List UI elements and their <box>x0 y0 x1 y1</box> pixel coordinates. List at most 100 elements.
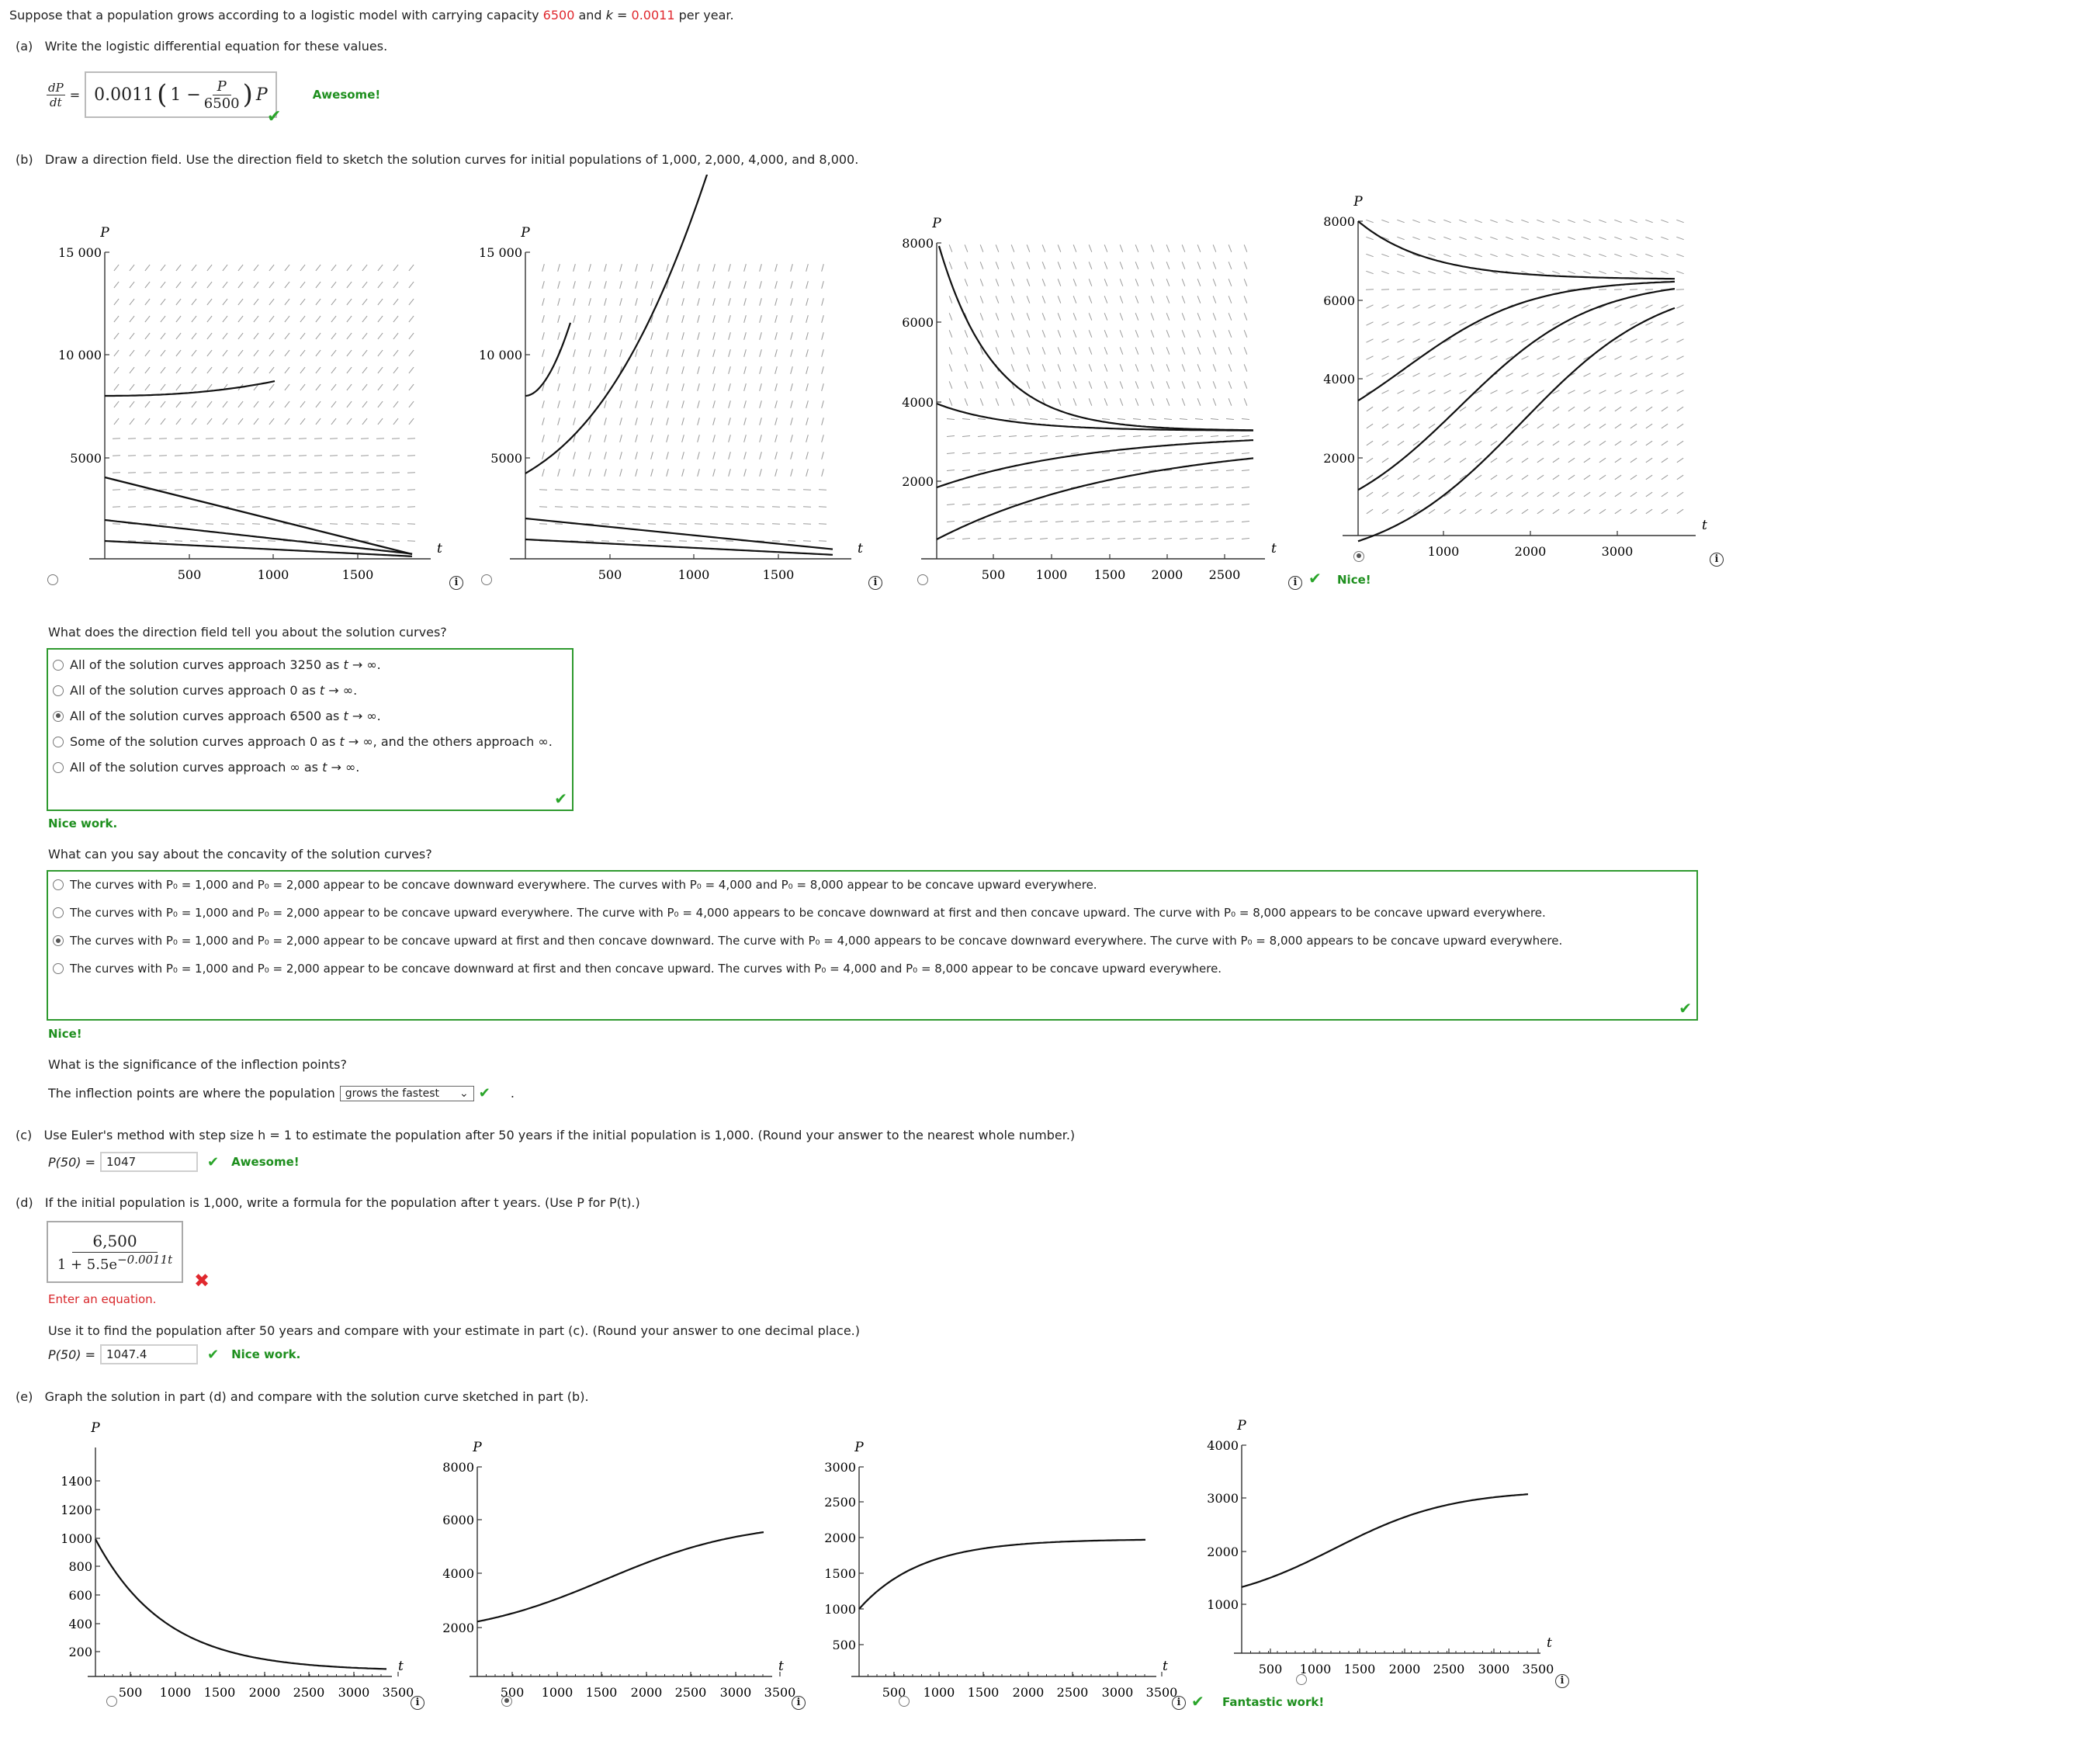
slope-mark <box>1490 508 1498 515</box>
q1-option-4[interactable]: Some of the solution curves approach 0 a… <box>53 734 572 749</box>
slope-mark <box>1150 398 1155 406</box>
slope-mark <box>1676 508 1684 515</box>
x-tick-label: 1500 <box>1344 1662 1376 1676</box>
slope-mark <box>377 315 383 323</box>
slope-mark <box>1552 338 1560 343</box>
info-icon[interactable]: i <box>1288 576 1302 590</box>
y-axis-label: P <box>1236 1418 1246 1434</box>
slope-mark <box>821 418 824 425</box>
slope-mark <box>1428 406 1436 412</box>
solution-graph-2-radio[interactable] <box>501 1695 513 1707</box>
q2-option-3[interactable]: The curves with P₀ = 1,000 and P₀ = 2,00… <box>53 934 1696 948</box>
slope-mark <box>315 383 321 391</box>
slope-mark <box>1041 313 1046 321</box>
x-tick-label: 500 <box>119 1685 143 1700</box>
slope-mark <box>300 264 306 272</box>
info-icon[interactable]: i <box>868 576 882 590</box>
info-icon[interactable]: i <box>1710 553 1724 567</box>
radio-button[interactable] <box>53 761 64 773</box>
q1-option-5[interactable]: All of the solution curves approach ∞ as… <box>53 760 572 775</box>
slope-mark <box>1088 296 1093 303</box>
slope-mark <box>1381 390 1389 394</box>
slope-mark <box>806 452 809 459</box>
graph-option-2-radio[interactable] <box>481 574 493 585</box>
x-tick-label: 500 <box>178 567 202 582</box>
radio-button[interactable] <box>53 659 64 671</box>
slope-mark <box>1104 398 1108 406</box>
q1-option-2[interactable]: All of the solution curves approach 0 as… <box>53 683 572 698</box>
slope-mark <box>269 264 275 272</box>
radio-button[interactable] <box>53 879 64 890</box>
slope-mark <box>1210 487 1219 488</box>
slope-mark <box>191 349 197 357</box>
slope-mark <box>206 418 213 425</box>
slope-mark <box>1039 470 1048 471</box>
x-tick-label: 500 <box>598 567 622 582</box>
slope-mark <box>1228 279 1232 286</box>
slope-mark <box>1119 347 1124 355</box>
slope-mark <box>1057 279 1062 286</box>
slope-mark <box>1428 338 1436 343</box>
slope-mark <box>1599 406 1606 412</box>
solution-graph-1-radio[interactable] <box>106 1695 118 1707</box>
slope-mark <box>160 366 166 374</box>
slope-mark <box>681 366 684 374</box>
slope-mark <box>175 418 182 425</box>
info-icon[interactable]: i <box>1172 1696 1186 1710</box>
slope-mark <box>1661 219 1669 224</box>
slope-mark <box>573 349 576 357</box>
graph-option-4-radio[interactable] <box>1353 550 1365 562</box>
formula-input[interactable]: 6,500 1 + 5.5e−0.0011t <box>47 1221 183 1283</box>
info-icon[interactable]: i <box>792 1696 806 1710</box>
formula-estimate-input[interactable]: 1047.4 <box>99 1344 198 1364</box>
info-icon[interactable]: i <box>449 576 463 590</box>
slope-mark <box>1381 457 1389 463</box>
info-icon[interactable]: i <box>411 1696 425 1710</box>
slope-mark <box>1490 440 1498 446</box>
slope-mark <box>1194 470 1204 471</box>
slope-mark <box>619 298 622 306</box>
slope-mark <box>775 452 778 459</box>
slope-mark <box>806 315 809 323</box>
slope-mark <box>315 349 321 357</box>
part-a-answer-box[interactable]: 0.0011 ( 1 − P 6500 ) P <box>85 71 277 118</box>
direction-field-graphs: Pt 15 000 10 000 5000 500 1000 1500 Pt 15 000 10 … <box>58 175 1707 582</box>
euler-estimate-input[interactable]: 1047 <box>99 1152 198 1172</box>
x-tick-label: 500 <box>1259 1662 1283 1676</box>
q1-option-3[interactable]: All of the solution curves approach 6500… <box>53 709 572 723</box>
radio-button[interactable] <box>53 963 64 974</box>
slope-mark <box>1070 470 1079 471</box>
slope-mark <box>1428 219 1436 224</box>
slope-mark <box>650 315 653 323</box>
slope-mark <box>315 418 321 425</box>
info-icon[interactable]: i <box>1555 1674 1569 1688</box>
part-d-prompt: (d) If the initial population is 1,000, … <box>16 1195 640 1210</box>
solution-graph-3-radio[interactable] <box>898 1695 910 1707</box>
radio-button[interactable] <box>53 935 64 946</box>
solution-graph-4-radio[interactable] <box>1295 1673 1307 1685</box>
slope-mark <box>393 264 399 272</box>
slope-mark <box>964 398 969 406</box>
slope-mark <box>962 487 971 488</box>
graph-option-1-radio[interactable] <box>47 574 58 585</box>
q2-option-4[interactable]: The curves with P₀ = 1,000 and P₀ = 2,00… <box>53 962 1696 976</box>
slope-mark <box>790 452 793 459</box>
radio-button[interactable] <box>53 710 64 722</box>
radio-button[interactable] <box>53 907 64 918</box>
slope-mark <box>1630 406 1637 412</box>
inflection-select[interactable]: grows the fastest ⌄ <box>339 1085 474 1101</box>
radio-button[interactable] <box>53 685 64 696</box>
graph-option-3-radio[interactable] <box>917 574 929 585</box>
q1-option-1[interactable]: All of the solution curves approach 3250… <box>53 657 572 672</box>
x-tick-label: 2000 <box>249 1685 281 1700</box>
q2-option-2[interactable]: The curves with P₀ = 1,000 and P₀ = 2,00… <box>53 906 1696 920</box>
radio-button[interactable] <box>53 736 64 747</box>
slope-mark <box>1101 452 1111 454</box>
q2-option-1[interactable]: The curves with P₀ = 1,000 and P₀ = 2,00… <box>53 878 1696 892</box>
slope-mark <box>1057 381 1062 389</box>
slope-mark <box>697 435 700 442</box>
slope-mark <box>1228 296 1232 303</box>
y-tick-label: 2000 <box>902 474 934 489</box>
slope-mark <box>331 418 337 425</box>
slope-mark <box>175 349 182 357</box>
